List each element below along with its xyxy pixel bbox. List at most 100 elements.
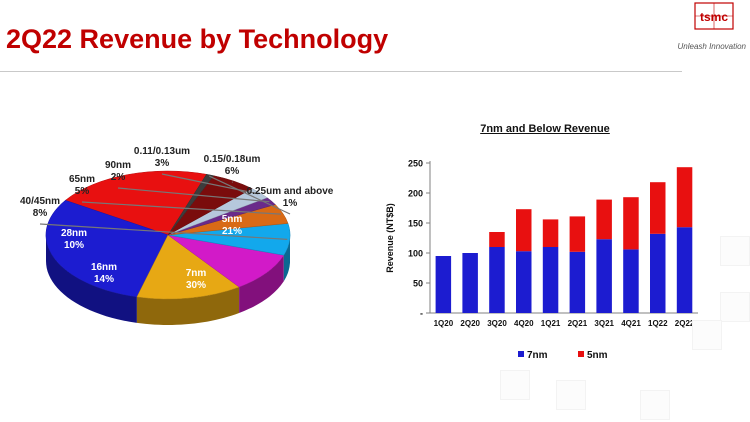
background-decoration [470, 230, 750, 422]
bar-5nm-4q20 [516, 209, 532, 252]
tsmc-logo-icon: tsmc [694, 2, 734, 30]
pie-leader-0-25um-and-above [208, 175, 291, 215]
x-tick-label: 1Q21 [541, 319, 561, 328]
pie-side-7nm [46, 235, 137, 323]
pie-leader-65nm [81, 201, 281, 215]
pie-label-percent: 3% [154, 158, 170, 169]
bar-5nm-3q20 [489, 232, 505, 247]
bar-chart-title: 7nm and Below Revenue [480, 123, 610, 135]
pie-label-65nm: 65nm 5% [32, 174, 132, 198]
x-tick-label: 1Q22 [648, 319, 668, 328]
bar-7nm-2q22 [676, 227, 693, 313]
seven-nm-and-below-bar-chart: 7nm and Below Revenue - 50 100 150 200 250 Rev… [380, 120, 710, 370]
bar-7nm-1q21 [542, 247, 559, 313]
technology-pie-chart: 5nm 21% 7nm 30% 16nm 14% 28nm 10% 40/45nm 8% 65nm 5… [0, 130, 380, 370]
bar-7nm-4q20 [516, 251, 532, 313]
pie-label-percent: 10% [63, 240, 84, 251]
bar-5nm-4q21 [623, 197, 639, 250]
pie-label-name: 40/45nm [19, 196, 61, 207]
company-logo: tsmc Unleash Innovation [678, 2, 746, 52]
bar-7nm-3q20 [489, 247, 505, 313]
bar-7nm-2q20 [462, 253, 478, 313]
x-tick-label: 1Q20 [434, 319, 454, 328]
pie-leader-0-11-0-13um [161, 173, 259, 195]
decoration-tile [500, 370, 530, 400]
pie-label-90nm: 90nm 2% [68, 160, 168, 184]
pie-label-percent: 8% [32, 208, 48, 219]
pie-top-faces [45, 170, 291, 300]
pie-leader-40-45nm [39, 223, 288, 240]
pie-label-name: 90nm [104, 160, 132, 171]
pie-label-28nm: 28nm 10% [24, 228, 124, 252]
pie-label-name: 28nm [60, 228, 88, 239]
pie-side-28nm [239, 255, 284, 313]
pie-label-percent: 30% [185, 280, 206, 291]
x-tick-label: 4Q20 [514, 319, 534, 328]
decoration-tile [556, 380, 586, 410]
pie-label-percent: 1% [282, 198, 298, 209]
bar-series [435, 167, 693, 313]
pie-chart-svg [39, 170, 291, 325]
decoration-tile [692, 320, 722, 350]
decoration-tile [720, 236, 750, 266]
bar-axes: - 50 100 150 200 250 Revenue (NT$B) 1Q20 2Q20 3Q2… [385, 159, 698, 328]
pie-label-name: 0.11/0.13um [133, 146, 191, 157]
pie-label-name: 5nm [221, 214, 243, 225]
legend-swatch-5nm [578, 351, 584, 357]
legend-label-5nm: 5nm [587, 350, 608, 361]
bar-7nm-1q22 [650, 233, 666, 313]
pie-slice-28nm [167, 234, 285, 288]
pie-label-name: 16nm [90, 262, 118, 273]
x-tick-label: 2Q22 [675, 319, 695, 328]
pie-label-name: 7nm [185, 268, 207, 279]
pie-label-40-45nm: 40/45nm 8% [0, 196, 90, 220]
pie-label-0-15-0-18um: 0.15/0.18um 6% [182, 154, 282, 178]
pie-side-16nm [136, 287, 240, 325]
logo-wordmark: tsmc [700, 10, 728, 24]
y-tick-label: - [420, 309, 423, 319]
pie-label-percent: 6% [224, 166, 240, 177]
pie-label-7nm: 7nm 30% [146, 268, 246, 292]
y-axis-title: Revenue (NT$B) [385, 203, 395, 273]
y-tick-label: 100 [408, 249, 423, 259]
x-tick-label: 3Q21 [594, 319, 614, 328]
bar-7nm-1q20 [435, 256, 452, 313]
pie-label-0-11-0-13um: 0.11/0.13um 3% [112, 146, 212, 170]
x-tick-label: 4Q21 [621, 319, 641, 328]
bar-7nm-2q21 [569, 251, 586, 313]
x-tick-label: 2Q21 [568, 319, 588, 328]
pie-slice-5nm [64, 170, 207, 236]
x-tick-label: 3Q20 [487, 319, 507, 328]
pie-slice-0-25um-and-above [167, 174, 215, 236]
logo-tagline: Unleash Innovation [677, 42, 747, 51]
bar-5nm-2q22 [676, 167, 693, 228]
bar-5nm-2q21 [569, 216, 586, 252]
bar-5nm-3q21 [596, 199, 612, 240]
pie-label-percent: 21% [221, 226, 242, 237]
pie-slice-7nm [45, 200, 169, 298]
pie-label-name: 0.25um and above [246, 186, 334, 197]
bar-chart-svg: - 50 100 150 200 250 Revenue (NT$B) 1Q20 2Q20 3Q2… [385, 159, 698, 361]
pie-leader-90nm [117, 187, 270, 203]
legend-label-7nm: 7nm [527, 350, 548, 361]
pie-leader-lines [39, 173, 291, 240]
pie-side-walls [46, 235, 290, 325]
bar-5nm-1q22 [650, 182, 666, 234]
y-tick-label: 150 [408, 219, 423, 229]
pie-label-percent: 5% [74, 186, 90, 197]
y-tick-label: 200 [408, 189, 423, 199]
pie-label-16nm: 16nm 14% [54, 262, 154, 286]
pie-label-5nm: 5nm 21% [182, 214, 282, 238]
bar-legend: 7nm 5nm [518, 350, 608, 361]
pie-label-0-25um-and-above: 0.25um and above 1% [240, 186, 340, 210]
pie-slice-16nm [136, 234, 240, 300]
pie-label-name: 65nm [68, 174, 96, 185]
x-tick-label: 2Q20 [460, 319, 480, 328]
bar-7nm-4q21 [623, 249, 639, 313]
bar-5nm-1q21 [542, 219, 559, 247]
title-divider [0, 71, 682, 72]
decoration-tile [640, 390, 670, 420]
pie-label-percent: 2% [110, 172, 126, 183]
slide-title: 2Q22 Revenue by Technology [6, 24, 389, 54]
pie-side-40-45nm [283, 235, 290, 282]
